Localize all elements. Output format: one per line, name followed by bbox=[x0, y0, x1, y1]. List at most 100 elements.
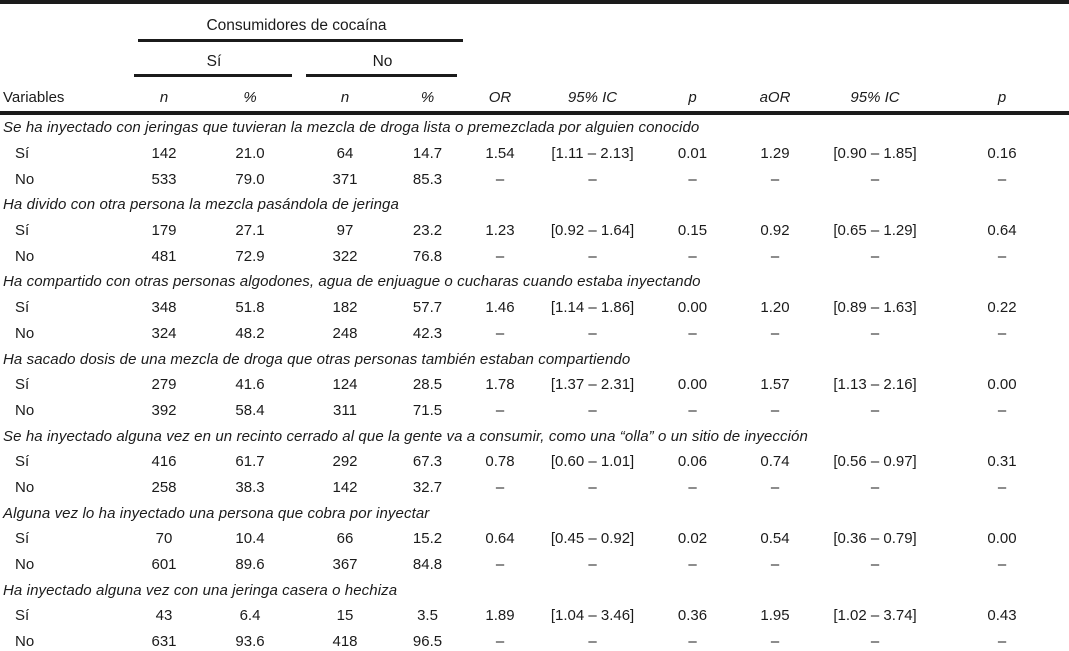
table-cell: [1.13 – 2.16] bbox=[833, 376, 917, 394]
section-question-row: Ha divido con otra persona la mezcla pas… bbox=[0, 192, 1069, 218]
table-row: Sí 179 27.1 97 23.2 1.23 [0.92 – 1.64] 0.15 0.92… bbox=[0, 218, 1069, 244]
table-cell: 1.29 bbox=[760, 145, 790, 163]
table-row: No 533 79.0 371 85.3 – – – – – – bbox=[0, 166, 1069, 192]
table-cell: [0.36 – 0.79] bbox=[833, 530, 917, 548]
table-cell: – bbox=[495, 556, 505, 574]
table-cell: 124 bbox=[332, 376, 358, 394]
column-header-n-si: n bbox=[128, 77, 200, 115]
table-cell: [0.56 – 0.97] bbox=[833, 453, 917, 471]
table-cell: – bbox=[997, 170, 1007, 188]
table-cell: 0.43 bbox=[987, 607, 1017, 625]
column-header-aor: aOR bbox=[735, 77, 816, 115]
table-cell: – bbox=[870, 633, 880, 651]
subgroup-si-label: Sí bbox=[206, 53, 222, 70]
table-cell: 70 bbox=[155, 530, 173, 548]
table-cell: – bbox=[495, 478, 505, 496]
column-header-pct-no: % bbox=[390, 77, 466, 115]
table-cell: 0.00 bbox=[987, 530, 1017, 548]
section-question: Alguna vez lo ha inyectado una persona q… bbox=[3, 504, 430, 522]
table-cell: – bbox=[870, 170, 880, 188]
group-header-label: Consumidores de cocaína bbox=[206, 17, 387, 34]
column-header-n-no: n bbox=[300, 77, 390, 115]
section-question-row: Ha sacado dosis de una mezcla de droga q… bbox=[0, 346, 1069, 372]
table-cell: – bbox=[870, 324, 880, 342]
table-cell: – bbox=[688, 401, 697, 419]
table-cell: 61.7 bbox=[235, 453, 265, 471]
table-row: Sí 43 6.4 15 3.5 1.89 [1.04 – 3.46] 0.36 1.95 [1.… bbox=[0, 603, 1069, 629]
table-cell: – bbox=[770, 401, 780, 419]
table-cell: 418 bbox=[332, 633, 358, 651]
table-cell: – bbox=[588, 324, 597, 342]
table-cell: 0.02 bbox=[677, 530, 708, 548]
table-cell: – bbox=[997, 324, 1007, 342]
table-cell: 0.64 bbox=[987, 222, 1017, 240]
table-cell: 85.3 bbox=[412, 170, 443, 188]
table-cell: 41.6 bbox=[235, 376, 265, 394]
table-cell: – bbox=[588, 247, 597, 265]
column-header-variables: Variables bbox=[0, 77, 128, 115]
table-cell: – bbox=[495, 170, 505, 188]
section-question: Se ha inyectado con jeringas que tuviera… bbox=[3, 119, 700, 137]
table-cell: 97 bbox=[336, 222, 354, 240]
table-cell: [1.11 – 2.13] bbox=[551, 145, 634, 163]
table-row: No 392 58.4 311 71.5 – – – – – – bbox=[0, 398, 1069, 424]
table-cell: – bbox=[588, 170, 597, 188]
table-cell: – bbox=[495, 247, 505, 265]
table-cell: [1.04 – 3.46] bbox=[550, 607, 635, 625]
table-cell: 1.57 bbox=[760, 376, 790, 394]
table-cell: 15.2 bbox=[412, 530, 443, 548]
table-cell: 371 bbox=[332, 170, 358, 188]
subgroup-no: No bbox=[300, 42, 465, 77]
table-cell: [0.65 – 1.29] bbox=[833, 222, 917, 240]
table-cell: 481 bbox=[151, 247, 177, 265]
row-label: No bbox=[15, 401, 35, 419]
table-cell: 179 bbox=[151, 222, 177, 240]
table-cell: – bbox=[588, 633, 597, 651]
table-cell: 0.01 bbox=[677, 145, 708, 163]
section-question: Ha compartido con otras personas algodon… bbox=[3, 273, 701, 291]
table-row: No 258 38.3 142 32.7 – – – – – – bbox=[0, 475, 1069, 501]
table-cell: 79.0 bbox=[235, 170, 265, 188]
table-cell: – bbox=[997, 247, 1007, 265]
blank-header-cell bbox=[465, 2, 1069, 42]
table-cell: – bbox=[770, 324, 780, 342]
table-cell: [0.45 – 0.92] bbox=[550, 530, 635, 548]
table-cell: 66 bbox=[336, 530, 354, 548]
table-cell: – bbox=[770, 478, 780, 496]
table-row: Sí 348 51.8 182 57.7 1.46 [1.14 – 1.86] 0.00 1.2… bbox=[0, 295, 1069, 321]
table-cell: 0.16 bbox=[987, 145, 1017, 163]
table-cell: 142 bbox=[151, 145, 177, 163]
table-cell: [0.90 – 1.85] bbox=[833, 145, 917, 163]
table-cell: 0.00 bbox=[677, 299, 708, 317]
table-cell: 0.92 bbox=[760, 222, 790, 240]
table-cell: – bbox=[495, 324, 505, 342]
table-cell: 392 bbox=[151, 401, 177, 419]
table-cell: 28.5 bbox=[412, 376, 443, 394]
table-cell: 0.74 bbox=[760, 453, 790, 471]
subgroup-header-row: Sí No bbox=[0, 42, 1069, 77]
table-cell: – bbox=[870, 556, 880, 574]
column-header-or: OR bbox=[465, 77, 536, 115]
table-body: Se ha inyectado con jeringas que tuviera… bbox=[0, 113, 1069, 651]
table-cell: – bbox=[770, 247, 780, 265]
table-cell: 72.9 bbox=[235, 247, 265, 265]
table-cell: [0.89 – 1.63] bbox=[833, 299, 917, 317]
table-cell: 64 bbox=[336, 145, 354, 163]
table-cell: – bbox=[495, 633, 505, 651]
table-cell: 89.6 bbox=[235, 556, 265, 574]
group-header-row: Consumidores de cocaína bbox=[0, 2, 1069, 42]
table-row: No 481 72.9 322 76.8 – – – – – – bbox=[0, 243, 1069, 269]
table-cell: 23.2 bbox=[412, 222, 443, 240]
table-cell: 279 bbox=[151, 376, 177, 394]
row-label: No bbox=[15, 556, 35, 574]
table-cell: – bbox=[997, 556, 1007, 574]
row-label: No bbox=[15, 478, 35, 496]
table-cell: – bbox=[870, 478, 880, 496]
section-question: Se ha inyectado alguna vez en un recinto… bbox=[3, 427, 808, 445]
column-header-ic95-or: 95% IC bbox=[535, 77, 651, 115]
table-cell: 0.22 bbox=[987, 299, 1017, 317]
table-cell: – bbox=[997, 633, 1007, 651]
blank-header-cell bbox=[465, 42, 1069, 77]
table-cell: – bbox=[870, 247, 880, 265]
